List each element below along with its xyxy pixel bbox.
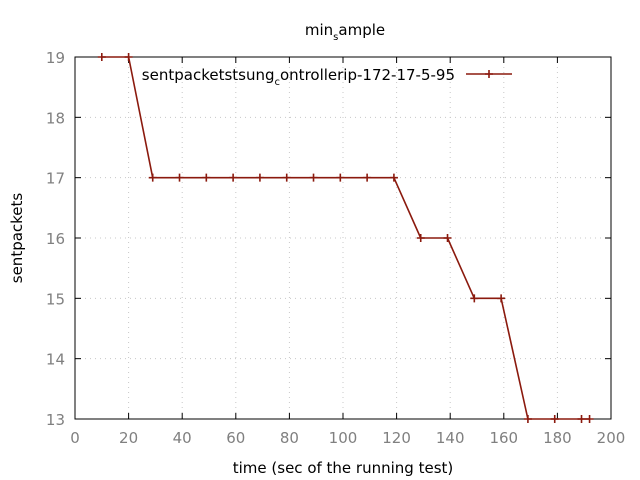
series-line [101,56,590,420]
data-point [229,173,238,182]
data-point [389,173,398,182]
y-tick-label: 16 [46,230,65,248]
x-tick-label: 80 [280,429,299,447]
x-axis-title: time (sec of the running test) [233,459,454,477]
data-point [585,415,594,423]
data-point [577,415,586,423]
x-tick-label: 40 [173,429,192,447]
data-point [497,294,506,303]
x-axis: 0 20 40 60 80 100 120 140 160 180 200 [70,57,625,447]
y-tick-label: 19 [46,49,65,67]
x-tick-label: 180 [543,429,572,447]
data-point [175,173,184,182]
x-tick-label: 120 [382,429,411,447]
y-axis-title: sentpackets [8,193,26,284]
y-axis: 13 14 15 16 17 18 19 [46,49,611,429]
y-tick-label: 14 [46,351,65,369]
x-tick-label: 100 [329,429,358,447]
legend-marker [485,70,493,78]
data-point [550,415,559,423]
y-tick-label: 13 [46,411,65,429]
x-tick-label: 20 [119,429,138,447]
legend: sentpacketstsungcontrollerip-172-17-5-95 [142,66,512,88]
data-point [363,173,372,182]
data-point [443,234,452,242]
data-point [416,234,425,242]
y-tick-label: 18 [46,109,65,127]
data-point [148,173,157,182]
data-point [202,173,211,182]
chart-title: minsample [305,21,385,43]
x-tick-label: 160 [489,429,518,447]
data-point [255,173,264,182]
data-point [124,53,133,61]
data-point [97,53,106,61]
data-point [282,173,291,182]
y-tick-label: 17 [46,170,65,188]
data-point [309,173,318,182]
x-tick-label: 60 [226,429,245,447]
data-point [470,294,479,303]
legend-label: sentpacketstsungcontrollerip-172-17-5-95 [142,66,455,88]
x-tick-label: 0 [70,429,80,447]
grid-lines [75,57,611,419]
data-point [523,415,532,423]
data-point [336,173,345,182]
y-tick-label: 15 [46,290,65,308]
x-tick-label: 200 [597,429,626,447]
series-group [97,53,594,423]
x-tick-label: 140 [436,429,465,447]
